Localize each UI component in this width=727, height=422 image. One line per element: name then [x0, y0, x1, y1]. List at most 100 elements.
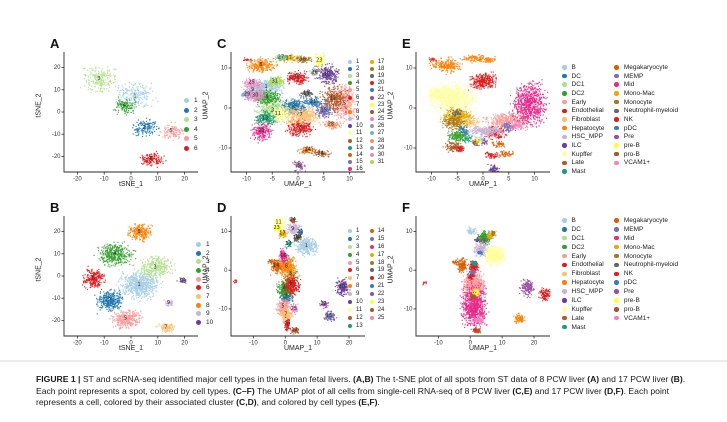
y-axis-title-F: UMAP_2 — [387, 255, 395, 284]
panel-label-E: E — [402, 36, 411, 51]
legend-item: Kupffer — [562, 150, 604, 159]
legend-item: Kupffer — [562, 305, 604, 314]
legend-item: 17 — [369, 58, 384, 65]
legend-color-dot — [196, 267, 201, 273]
legend-label: 4 — [206, 266, 210, 274]
legend-item: DC — [562, 72, 604, 81]
legend-color-dot — [196, 259, 201, 265]
legend-item: 3 — [196, 257, 213, 266]
legend-label: 27 — [377, 130, 385, 137]
legend-color-dot — [369, 145, 374, 150]
legend-color-dot — [614, 253, 619, 259]
legend-B: 1 2 3 4 5 6 7 8 9 10 — [196, 240, 213, 327]
legend-item: Endothelial — [562, 106, 604, 115]
legend-item: 15 — [369, 235, 385, 243]
legend-column: B DC DC1 DC2 Early Endothelial Fibroblast Hepat… — [562, 216, 604, 332]
figure-caption: FIGURE 1 | ST and scRNA-seq identified m… — [36, 374, 692, 409]
legend-label: 12 — [356, 137, 363, 144]
legend-item: Neutrophil-myeloid — [614, 260, 678, 269]
legend-label: 8 — [206, 301, 210, 309]
caption-text-run: . — [377, 397, 380, 407]
legend-item: Early — [562, 98, 604, 107]
legend-color-dot — [369, 131, 374, 136]
legend-label: 22 — [377, 94, 385, 101]
legend-color-dot — [348, 131, 352, 136]
legend-color-dot — [348, 167, 352, 172]
legend-color-dot — [369, 252, 374, 257]
legend-color-dot — [562, 227, 567, 232]
legend-label: 3 — [356, 72, 360, 79]
legend-color-dot — [562, 244, 567, 250]
legend-label: 15 — [377, 235, 385, 242]
legend-label: pro-B — [623, 150, 640, 158]
legend-item: 9 — [348, 290, 363, 298]
legend-item: pre-B — [614, 296, 678, 305]
legend-item: Monocyte — [614, 252, 678, 261]
legend-color-dot — [348, 284, 352, 289]
legend-label: 10 — [206, 319, 214, 327]
legend-color-dot — [348, 109, 352, 114]
legend-item: 23 — [369, 298, 384, 306]
legend-label: 11 — [356, 306, 363, 313]
legend-color-dot — [369, 102, 374, 107]
panel-label-F: F — [402, 200, 410, 215]
legend-color-dot — [562, 289, 567, 294]
legend-color-dot — [196, 311, 201, 317]
legend-item: B — [562, 63, 604, 72]
legend-column: 14 15 16 17 18 19 20 21 22 23 24 25 — [369, 227, 385, 330]
panel-F: F UMAP_2 UMAP_1 B DC DC1 DC2 Early Endothelia… — [382, 200, 727, 364]
legend-item: 23 — [369, 101, 384, 108]
legend-color-dot — [562, 262, 567, 268]
legend-color-dot — [348, 260, 352, 265]
legend-item: 13 — [348, 322, 363, 330]
legend-color-dot — [369, 244, 374, 249]
legend-item: MEMP — [614, 225, 678, 234]
legend-label: 19 — [377, 267, 385, 274]
legend-color-dot — [562, 298, 567, 303]
legend-item: 24 — [369, 306, 384, 314]
legend-label: MEMP — [623, 225, 644, 233]
legend-item: 28 — [369, 137, 385, 144]
legend-item: 25 — [369, 314, 384, 322]
legend-color-dot — [369, 236, 374, 241]
legend-color-dot — [369, 109, 374, 114]
legend-label: 8 — [356, 283, 360, 290]
legend-color-dot — [562, 307, 567, 312]
caption-text-run: The UMAP plot of all cells from single-c… — [254, 385, 513, 396]
legend-color-dot — [348, 252, 352, 257]
legend-item: 20 — [369, 274, 384, 282]
legend-label: 4 — [356, 80, 360, 87]
legend-item: VCAM1+ — [614, 314, 678, 323]
legend-label: 1 — [206, 240, 210, 248]
legend-label: 22 — [377, 291, 385, 298]
legend-label: 21 — [377, 87, 385, 94]
legend-label: 28 — [377, 137, 385, 144]
legend-color-dot — [196, 285, 201, 291]
legend-label: ILC — [571, 142, 582, 150]
legend-color-dot — [348, 315, 352, 320]
legend-color-dot — [348, 276, 352, 281]
scatter-plot-A — [44, 48, 204, 190]
legend-color-dot — [184, 117, 189, 123]
legend-label: pre-B — [623, 296, 640, 304]
legend-item: 5 — [196, 275, 213, 284]
legend-label: 18 — [377, 65, 385, 72]
legend-item: 15 — [348, 159, 363, 166]
legend-item: Hepatocyte — [562, 278, 604, 287]
legend-color-dot — [562, 169, 567, 174]
legend-item: 21 — [369, 282, 384, 290]
caption-bold-run: (E,F) — [358, 397, 378, 407]
legend-label: 4 — [194, 125, 198, 133]
legend-color-dot — [614, 218, 619, 223]
legend-item: 10 — [348, 298, 363, 306]
y-axis-title-C: UMAP_2 — [202, 91, 210, 120]
legend-item: NK — [614, 115, 678, 124]
legend-item: 2 — [184, 106, 198, 116]
legend-color-dot — [348, 153, 352, 158]
legend-C: 1 2 3 4 5 6 7 8 9 10 11 12 13 14 15 16 17 18 19 20 21 22 23 24 2… — [348, 58, 384, 173]
legend-label: Monocyte — [623, 98, 653, 106]
legend-label: Kupffer — [571, 150, 593, 158]
legend-label: 7 — [206, 292, 210, 300]
